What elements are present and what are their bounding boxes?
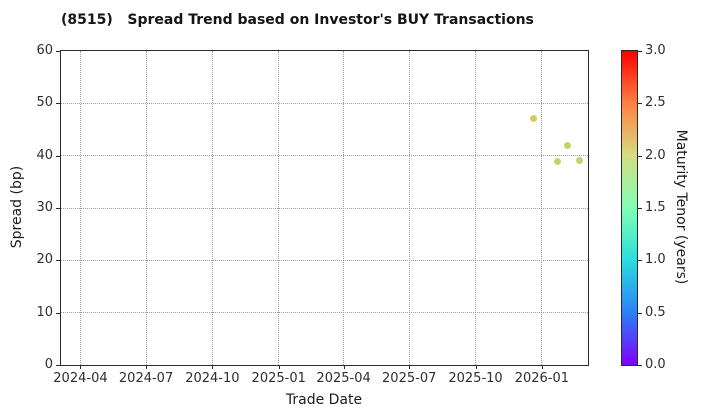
x-tick-mark [212, 365, 214, 369]
x-tick-mark [146, 365, 148, 369]
y-tick-mark [56, 312, 60, 314]
x-tick-mark [278, 365, 280, 369]
y-tick-mark [56, 155, 60, 157]
x-tick-mark [475, 365, 477, 369]
y-tick-label: 10 [36, 304, 53, 320]
x-tick-mark [343, 365, 345, 369]
colorbar-tick-mark [638, 103, 642, 105]
x-tick-label: 2026-01 [514, 371, 570, 386]
chart-title: (8515) Spread Trend based on Investor's … [61, 12, 534, 28]
y-tick-label: 60 [36, 43, 53, 58]
colorbar-tick-mark [638, 365, 642, 366]
y-gridline [61, 207, 588, 209]
y-tick-label: 0 [44, 357, 53, 372]
y-gridline [61, 312, 588, 314]
colorbar [621, 50, 638, 366]
colorbar-tick-label: 2.0 [645, 147, 666, 163]
y-tick-mark [56, 103, 60, 105]
x-tick-label: 2024-04 [53, 371, 108, 386]
colorbar-tick-label: 1.5 [645, 200, 666, 215]
scatter-point [554, 157, 562, 165]
colorbar-tick-mark [638, 260, 642, 262]
colorbar-tick-label: 1.0 [645, 252, 666, 268]
y-tick-label: 30 [36, 200, 53, 215]
x-tick-mark [409, 365, 411, 369]
y-tick-mark [56, 51, 60, 52]
colorbar-tick-label: 2.5 [645, 95, 666, 111]
scatter-point [563, 141, 571, 149]
x-axis-title: Trade Date [285, 392, 363, 408]
x-tick-label: 2025-07 [382, 371, 437, 386]
y-axis-title: Spread (bp) [9, 165, 25, 249]
colorbar-tick-label: 0.0 [645, 357, 666, 372]
x-tick-label: 2024-07 [118, 371, 174, 386]
y-tick-label: 20 [36, 252, 53, 268]
colorbar-title: Maturity Tenor (years) [673, 129, 689, 285]
x-tick-label: 2025-10 [448, 371, 503, 386]
x-tick-label: 2024-10 [185, 371, 240, 386]
y-tick-label: 50 [36, 95, 53, 111]
scatter-point [575, 156, 583, 164]
y-tick-mark [56, 260, 60, 262]
colorbar-tick-mark [638, 312, 642, 314]
x-tick-mark [541, 365, 543, 369]
x-tick-label: 2025-04 [316, 371, 371, 386]
x-tick-mark [80, 365, 82, 369]
colorbar-tick-mark [638, 208, 642, 209]
y-gridline [61, 259, 588, 261]
y-gridline [61, 102, 588, 104]
colorbar-tick-mark [638, 155, 642, 157]
colorbar-tick-label: 3.0 [645, 43, 666, 58]
y-tick-label: 40 [36, 147, 53, 163]
colorbar-tick-mark [638, 51, 642, 52]
y-tick-mark [56, 365, 60, 366]
y-tick-mark [56, 208, 60, 209]
scatter-point [529, 115, 537, 122]
x-tick-label: 2025-01 [251, 371, 306, 386]
colorbar-tick-label: 0.5 [645, 304, 666, 320]
y-gridline [61, 155, 588, 157]
colorbar-gradient [622, 51, 637, 365]
plot-area [60, 50, 589, 366]
